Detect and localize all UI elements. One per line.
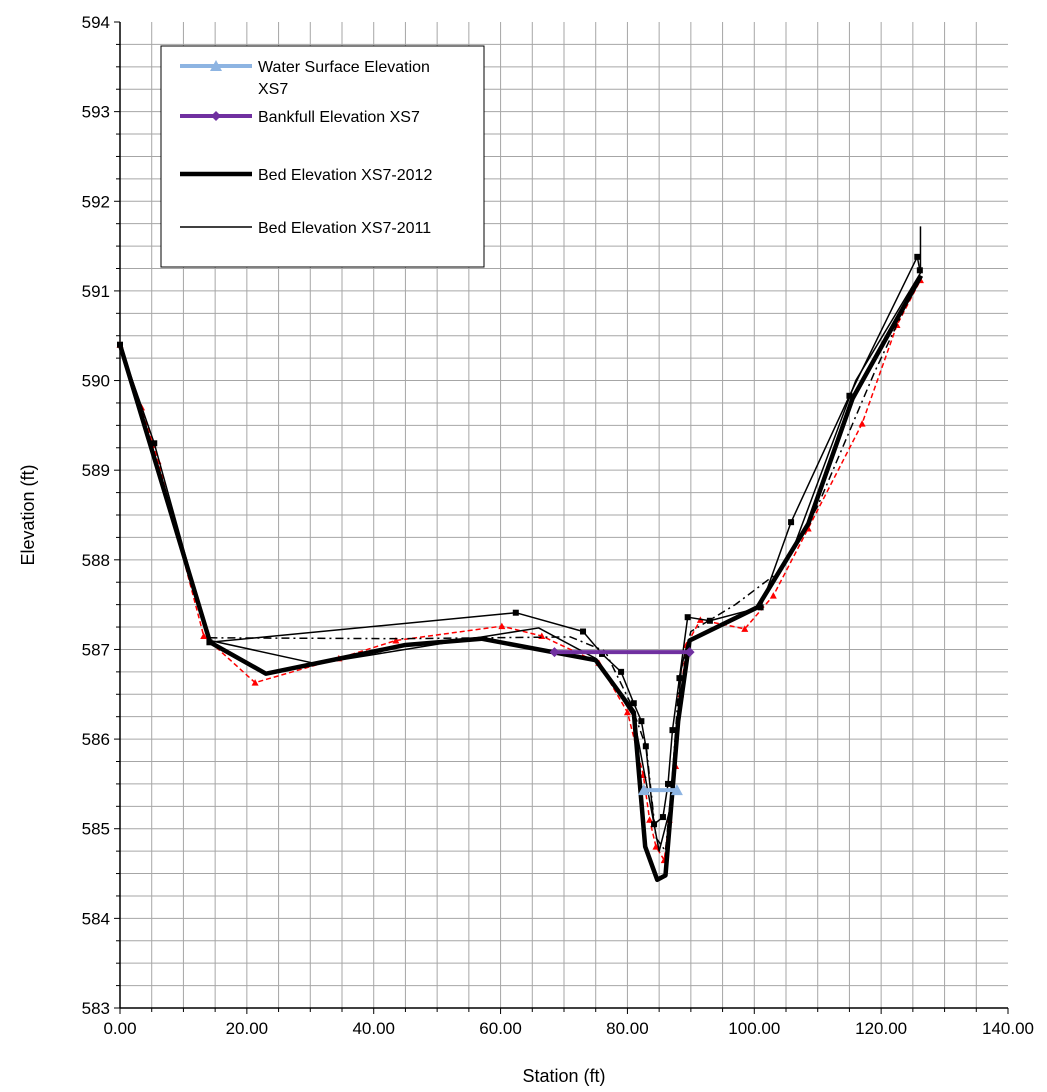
x-tick-label: 100.00 [728,1019,780,1038]
data-point-triangle [498,622,506,630]
data-point-triangle [670,784,683,796]
series-line [119,279,922,861]
y-tick-label: 585 [82,820,110,839]
data-point-diamond [684,647,695,658]
x-tick-label: 120.00 [855,1019,907,1038]
data-point-square [151,440,158,447]
x-tick-label: 80.00 [606,1019,649,1038]
y-tick-label: 584 [82,909,110,928]
y-tick-label: 594 [82,13,110,32]
y-axis-title: Elevation (ft) [18,464,38,565]
y-tick-label: 593 [82,103,110,122]
x-axis-title: Station (ft) [522,1066,605,1086]
data-point-square [669,727,676,734]
data-point-square [676,675,683,682]
series-line [119,256,921,825]
data-point-triangle [637,784,650,796]
data-point-square [580,628,587,635]
data-point-triangle [251,679,259,686]
data-point-square [659,814,666,821]
series-bankfull [549,647,695,658]
legend-label: Bed Elevation XS7-2012 [258,167,432,184]
series-line [119,226,922,852]
data-point-triangle [392,636,400,644]
data-point-triangle [646,816,654,823]
legend: Water Surface Elevation XS7 Bankfull Eleva… [160,45,485,268]
data-point-square [638,718,645,725]
data-point-triangle [200,632,208,640]
data-point-square [665,780,672,787]
data-point-triangle [652,843,660,850]
y-tick-label: 583 [82,999,110,1018]
legend-item: Bed Elevation XS7-2011 [180,220,431,237]
data-point-triangle [769,592,777,599]
x-tick-label: 20.00 [226,1019,269,1038]
legend-label: Water Surface Elevation XS7 [258,59,430,98]
data-point-diamond [549,647,560,658]
data-point-square [618,668,625,675]
data-point-triangle [741,625,749,632]
y-tick-label: 586 [82,730,110,749]
data-point-square [914,253,921,260]
series-line [117,274,924,883]
legend-item: Water Surface Elevation XS7 [180,59,430,98]
series-water [637,784,683,796]
y-tick-label: 590 [82,372,110,391]
y-tick-label: 589 [82,461,110,480]
series-bed-thick [117,274,924,883]
data-point-square [788,519,795,526]
x-tick-label: 60.00 [479,1019,522,1038]
x-tick-label: 40.00 [352,1019,395,1038]
legend-box [160,45,485,268]
data-point-square [642,743,649,750]
data-point-triangle [623,708,631,716]
data-point-diamond [211,111,221,121]
legend-item: Bed Elevation XS7-2012 [180,167,432,184]
data-point-square [684,614,691,621]
legend-label: Bed Elevation XS7-2011 [258,220,431,237]
data-point-square [512,609,519,616]
data-point-square [757,604,764,611]
data-point-square [630,700,637,707]
y-tick-label: 591 [82,282,110,301]
axis-ticks: 0.00 20.00 40.00 60.00 80.00 100.00 120.00 140.… [82,13,1034,1038]
series-bed-thin [119,226,922,852]
x-tick-label: 140.00 [982,1019,1034,1038]
x-tick-label: 0.00 [103,1019,136,1038]
legend-label: Bankfull Elevation XS7 [258,109,420,126]
legend-item: Bankfull Elevation XS7 [180,109,420,126]
data-point-triangle [210,60,222,71]
data-point-triangle [858,420,866,427]
y-tick-label: 592 [82,192,110,211]
y-tick-label: 588 [82,551,110,570]
y-tick-label: 587 [82,640,110,659]
data-point-square [706,617,713,624]
